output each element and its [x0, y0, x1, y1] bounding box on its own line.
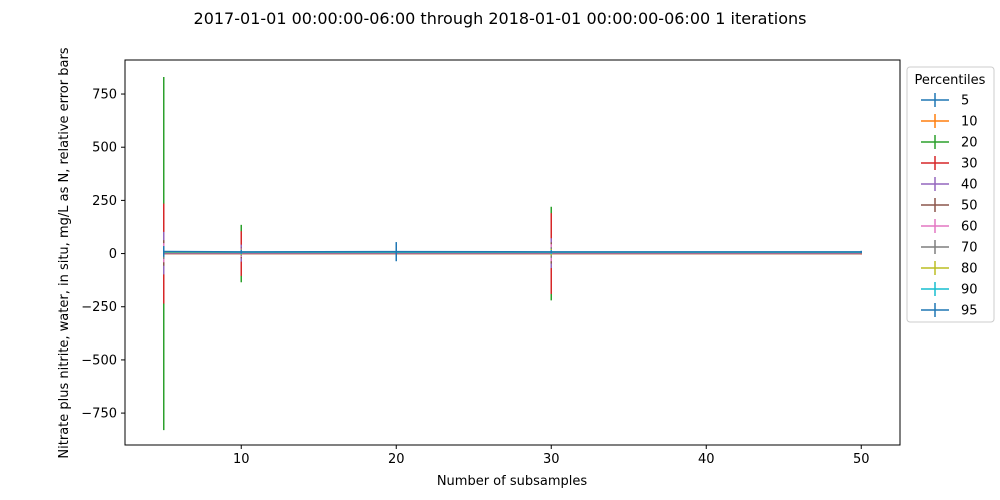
y-tick-label: 500 [92, 141, 117, 156]
legend-entry: 20 [921, 135, 978, 151]
legend-label: 90 [961, 283, 978, 298]
legend-entry: 60 [921, 219, 978, 235]
legend-label: 95 [961, 304, 978, 319]
legend-title: Percentiles [915, 73, 986, 88]
plot-area [163, 77, 862, 431]
x-tick-label: 10 [233, 452, 250, 467]
x-axis: 10 20 30 40 50 [233, 445, 870, 467]
legend-entry: 80 [921, 261, 978, 277]
legend-label: 10 [961, 115, 978, 130]
legend-entry: 90 [921, 282, 978, 298]
legend-entry: 5 [921, 93, 969, 109]
legend-label: 40 [961, 178, 978, 193]
legend-label: 50 [961, 199, 978, 214]
y-tick-label: 0 [109, 247, 117, 262]
legend-label: 60 [961, 220, 978, 235]
chart-title: 2017-01-01 00:00:00-06:00 through 2018-0… [194, 9, 807, 28]
y-tick-label: 250 [92, 194, 117, 209]
y-axis-label: Nitrate plus nitrite, water, in situ, mg… [57, 47, 72, 458]
x-tick-label: 40 [698, 452, 715, 467]
y-tick-label: 750 [92, 88, 117, 103]
legend: Percentiles 5 10 20 30 40 50 60 70 80 90 95 [906, 66, 995, 323]
legend-entry: 95 [921, 303, 978, 319]
legend-entry: 50 [921, 198, 978, 214]
legend-box [906, 66, 995, 323]
x-tick-label: 20 [388, 452, 405, 467]
legend-label: 80 [961, 262, 978, 277]
legend-entry: 30 [921, 156, 978, 172]
legend-label: 5 [961, 94, 969, 109]
legend-label: 30 [961, 157, 978, 172]
x-tick-label: 50 [853, 452, 870, 467]
legend-label: 20 [961, 136, 978, 151]
legend-entry: 40 [921, 177, 978, 193]
y-axis: −750 −500 −250 0 250 500 750 [81, 88, 125, 422]
series-95 [163, 242, 862, 262]
y-tick-label: −750 [81, 407, 117, 422]
legend-label: 70 [961, 241, 978, 256]
legend-entry: 10 [921, 114, 978, 130]
x-tick-label: 30 [543, 452, 560, 467]
x-axis-label: Number of subsamples [437, 474, 588, 489]
y-tick-label: −250 [81, 300, 117, 315]
y-tick-label: −500 [81, 353, 117, 368]
legend-entry: 70 [921, 240, 978, 256]
axes-frame [124, 59, 901, 446]
